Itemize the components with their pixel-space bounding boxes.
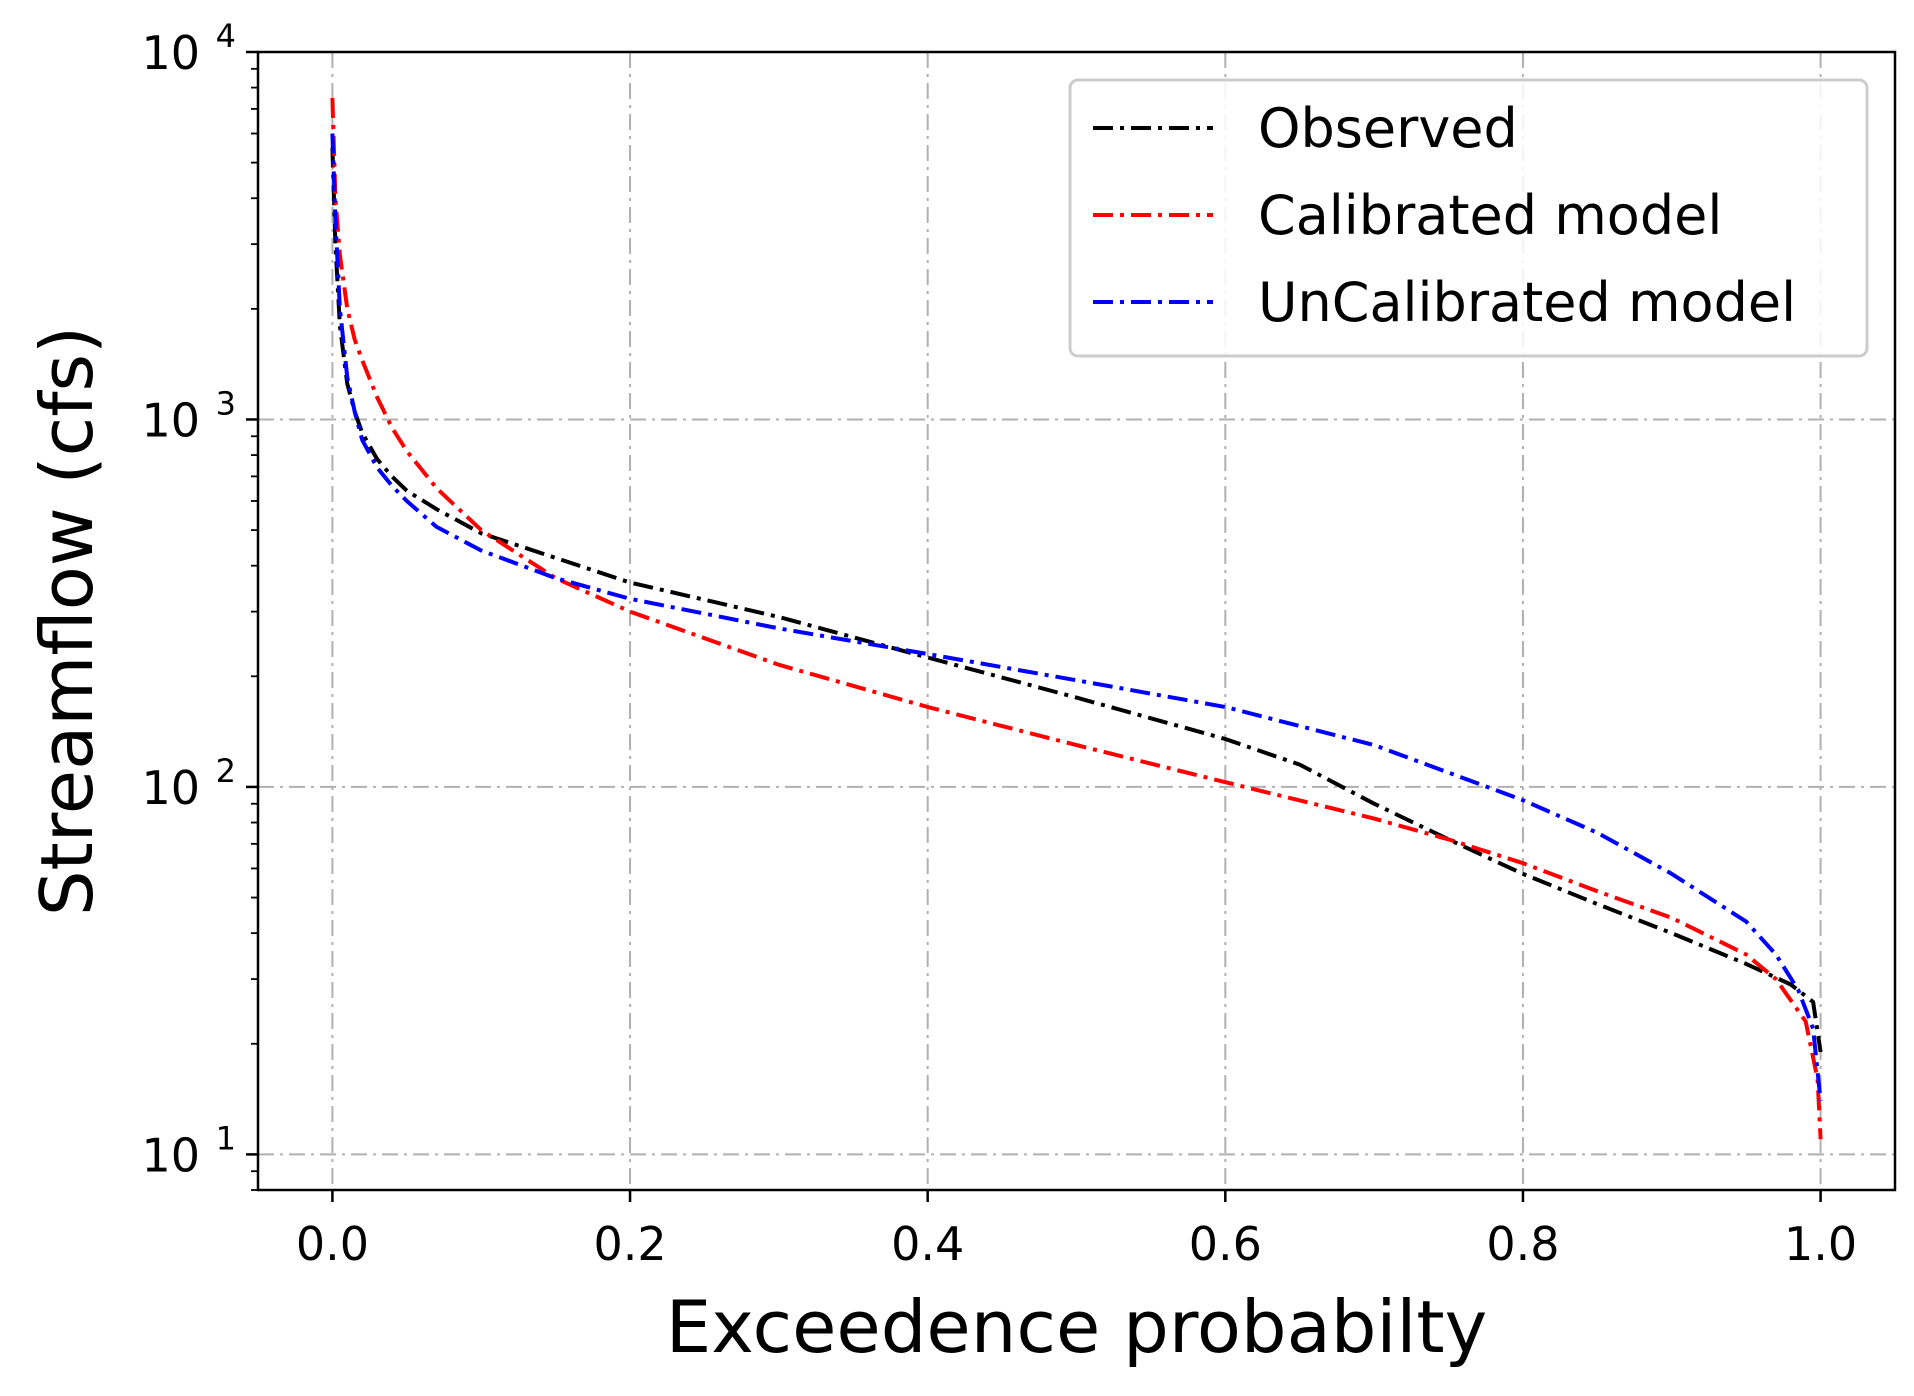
legend: Observed Calibrated model UnCalibrated mod… [1068, 78, 1869, 358]
x-tick-label: 0.6 [1189, 1217, 1262, 1271]
series-layer [330, 97, 1823, 1140]
legend-label: Observed [1258, 97, 1518, 160]
x-axis-label: Exceedence probabilty [666, 1285, 1488, 1369]
tick-layer: 0.0 0.2 0.4 0.6 0.8 1.0 10 1 10 2 10 3 10 4 [141, 17, 1857, 1271]
y-tick-base: 10 [141, 26, 200, 80]
y-tick-exponent: 3 [216, 384, 236, 422]
x-tick-label: 0.4 [891, 1217, 964, 1271]
x-tick-label: 0.2 [593, 1217, 666, 1271]
y-tick-exponent: 1 [216, 1119, 236, 1157]
y-tick-base: 10 [141, 761, 200, 815]
y-tick-exponent: 2 [216, 752, 236, 790]
series-line-observed [330, 147, 1823, 1053]
x-tick-label: 1.0 [1784, 1217, 1857, 1271]
y-tick-label: 10 [141, 1128, 200, 1182]
y-tick-exponent: 4 [216, 17, 236, 55]
y-tick-label: 10 [141, 761, 200, 815]
legend-box [1068, 78, 1869, 358]
y-tick-base: 10 [141, 393, 200, 447]
x-tick-label: 0.0 [296, 1217, 369, 1271]
series-line-calibrated-model [330, 97, 1823, 1140]
y-axis-label: Streamflow (cfs) [25, 326, 109, 916]
legend-label: Calibrated model [1258, 184, 1722, 247]
y-tick-base: 10 [141, 1128, 200, 1182]
y-tick-label: 10 [141, 26, 200, 80]
x-tick-label: 0.8 [1486, 1217, 1559, 1271]
legend-label: UnCalibrated model [1258, 271, 1796, 334]
plot-frame [256, 50, 1897, 1192]
series-line-uncalibrated-model [330, 133, 1823, 1101]
y-tick-label: 10 [141, 393, 200, 447]
